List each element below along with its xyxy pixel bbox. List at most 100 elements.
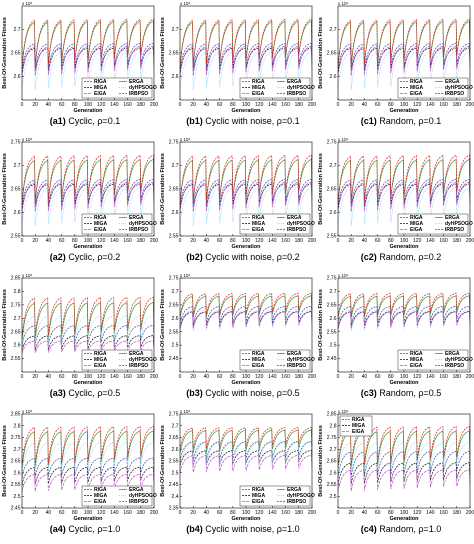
x-tick-label: 140 — [268, 374, 277, 380]
legend-label-riga: RIGA — [410, 351, 423, 357]
y-tick-label: 2.55 — [327, 329, 337, 335]
x-tick-label: 140 — [110, 374, 119, 380]
x-tick-label: 200 — [466, 102, 474, 108]
legend-label-riga: RIGA — [252, 351, 265, 357]
x-tick-label: 120 — [97, 374, 106, 380]
exponent-label: x 10⁴ — [180, 409, 191, 414]
legend-label-miga: MIGA — [94, 357, 107, 363]
x-tick-label: 140 — [426, 238, 435, 244]
x-tick-label: 180 — [453, 510, 462, 516]
y-axis-title: Best-Of-Generation Fitness — [318, 153, 324, 225]
y-tick-label: 2.65 — [11, 51, 21, 57]
x-tick-label: 60 — [59, 102, 65, 108]
legend-label-irbpso: IRBPSO — [129, 91, 148, 97]
chart-a4: 0 20 40 60 80 100 120 140 160 180 200 2.45 2.5 2.55 2.… — [2, 409, 158, 534]
x-tick-label: 0 — [337, 102, 340, 108]
y-tick-label: 2.85 — [11, 412, 21, 418]
y-tick-label: 2.75 — [327, 276, 337, 282]
exponent-label: x 10⁴ — [22, 137, 33, 142]
y-tick-label: 2.6 — [172, 316, 179, 322]
y-tick-label: 2.75 — [11, 435, 21, 441]
x-axis-title: Generation — [73, 380, 103, 386]
series-irbpso-line — [338, 292, 470, 316]
x-tick-label: 140 — [110, 102, 119, 108]
series-eiga-line — [338, 45, 470, 77]
x-tick-label: 40 — [362, 102, 368, 108]
y-tick-label: 2.65 — [327, 459, 337, 465]
x-tick-label: 0 — [337, 510, 340, 516]
legend-label-eiga: EIGA — [410, 91, 423, 97]
subfigure-caption: (b2) Cyclic with noise, ρ=0.2 — [186, 252, 299, 262]
x-tick-label: 80 — [230, 102, 236, 108]
series-miga-line — [338, 310, 470, 327]
y-tick-label: 2.65 — [327, 51, 337, 57]
legend: RIGA ERGA MIGA dyHPSOGO EIGA IRBPSO — [397, 349, 473, 371]
x-tick-label: 60 — [59, 510, 65, 516]
series-eiga-line — [180, 181, 312, 213]
series-erga-line — [180, 295, 312, 319]
x-tick-label: 180 — [137, 102, 146, 108]
x-tick-label: 100 — [400, 238, 409, 244]
y-tick-label: 2.65 — [11, 329, 21, 335]
y-axis-title: Best-Of-Generation Fitness — [318, 425, 324, 497]
y-axis-title: Best-Of-Generation Fitness — [2, 425, 8, 497]
y-tick-label: 2.55 — [327, 482, 337, 488]
x-tick-label: 60 — [59, 238, 65, 244]
x-tick-label: 80 — [72, 510, 78, 516]
x-tick-label: 60 — [217, 238, 223, 244]
x-tick-label: 100 — [84, 102, 93, 108]
chart-a2: 0 20 40 60 80 100 120 140 160 180 200 2.55 2.6 2.65 2.… — [2, 137, 158, 262]
x-tick-label: 0 — [337, 238, 340, 244]
x-tick-label: 200 — [466, 374, 474, 380]
legend-label-dyhpsogo: dyHPSOGO — [129, 493, 157, 499]
x-tick-label: 60 — [217, 374, 223, 380]
x-axis-title: Generation — [389, 516, 419, 522]
y-tick-label: 2.65 — [327, 302, 337, 308]
x-tick-label: 0 — [337, 374, 340, 380]
exponent-label: x 10⁴ — [338, 1, 349, 6]
series-eiga-line — [22, 340, 154, 354]
x-axis-title: Generation — [389, 380, 419, 386]
x-tick-label: 0 — [179, 510, 182, 516]
y-axis-title: Best-Of-Generation Fitness — [2, 289, 8, 361]
legend-label-irbpso: IRBPSO — [129, 499, 148, 505]
legend-label-erga: ERGA — [287, 351, 302, 357]
y-tick-label: 2.7 — [14, 316, 21, 322]
x-tick-label: 40 — [362, 238, 368, 244]
series-irbpso-line — [338, 18, 470, 68]
y-tick-label: 2.55 — [11, 356, 21, 362]
x-tick-label: 200 — [308, 510, 316, 516]
chart-c4: 0 20 40 60 80 100 120 140 160 180 200 2.5 2.55 2.6 2.6… — [318, 409, 474, 534]
exponent-label: x 10⁴ — [22, 409, 33, 414]
legend-label-riga: RIGA — [352, 417, 365, 423]
y-tick-label: 2.7 — [172, 27, 179, 33]
y-axis-title: Best-Of-Generation Fitness — [318, 289, 324, 361]
y-tick-label: 2.7 — [330, 27, 337, 33]
y-axis-title: Best-Of-Generation Fitness — [2, 153, 8, 225]
x-tick-label: 40 — [46, 374, 52, 380]
series-eiga-line — [180, 45, 312, 77]
series-irbpso-line — [338, 154, 470, 204]
y-tick-label: 2.6 — [14, 343, 21, 349]
x-tick-label: 160 — [439, 102, 448, 108]
series-dyhpsogo-line — [180, 308, 312, 332]
legend-label-riga: RIGA — [94, 79, 107, 85]
series-eiga-line — [22, 45, 154, 77]
legend-label-eiga: EIGA — [94, 91, 107, 97]
y-tick-label: 2.6 — [330, 210, 337, 216]
x-tick-label: 200 — [150, 510, 158, 516]
x-tick-label: 140 — [426, 510, 435, 516]
legend-label-dyhpsogo: dyHPSOGO — [445, 357, 473, 363]
x-tick-label: 40 — [362, 510, 368, 516]
series-miga-line — [22, 335, 154, 351]
x-tick-label: 140 — [110, 238, 119, 244]
x-tick-label: 200 — [150, 238, 158, 244]
x-tick-label: 160 — [281, 374, 290, 380]
series-miga-line — [338, 462, 470, 485]
series-irbpso-line — [22, 425, 154, 466]
x-tick-label: 100 — [242, 510, 251, 516]
x-tick-label: 120 — [413, 510, 422, 516]
y-tick-label: 2.65 — [169, 187, 179, 193]
x-tick-label: 80 — [388, 374, 394, 380]
x-tick-label: 160 — [123, 238, 132, 244]
